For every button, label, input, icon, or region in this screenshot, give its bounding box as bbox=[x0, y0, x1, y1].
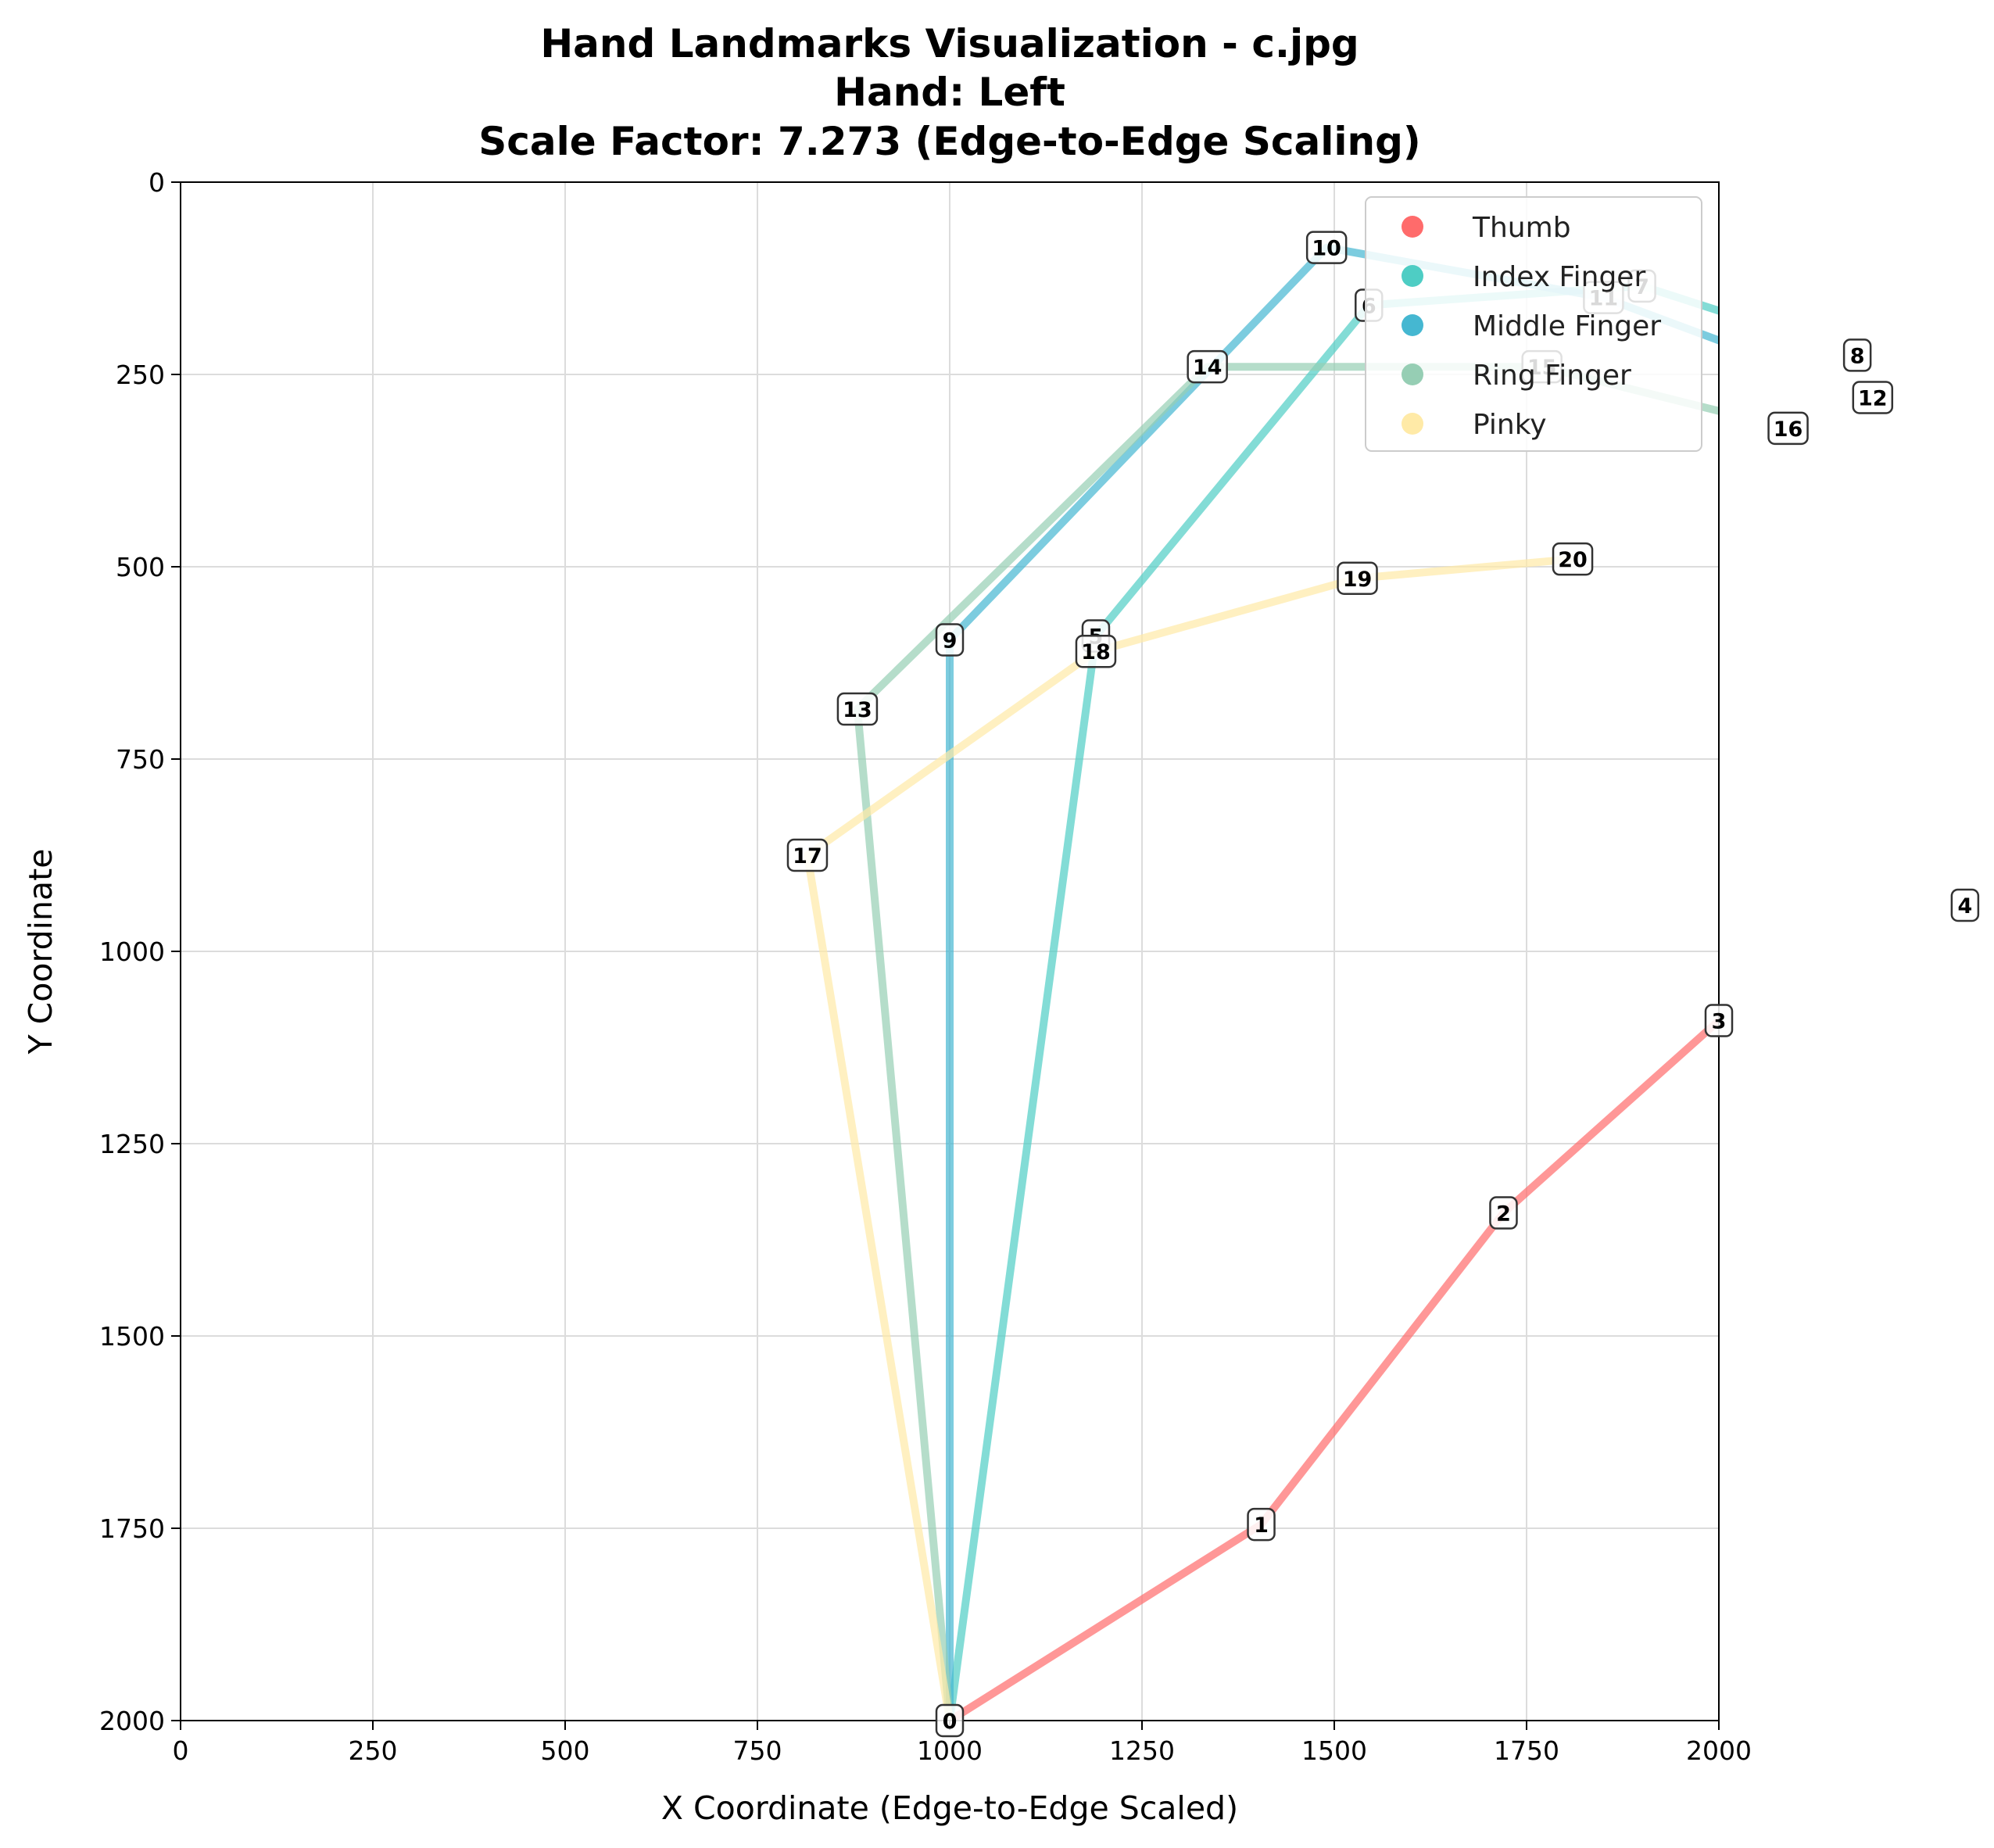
landmark-label-box bbox=[1767, 411, 1809, 446]
x-tick-label: 1000 bbox=[917, 1735, 983, 1766]
legend-item: Ring Finger bbox=[1402, 360, 1631, 392]
y-tick-label: 2000 bbox=[99, 1706, 165, 1736]
y-tick-label: 0 bbox=[149, 167, 165, 198]
legend-marker bbox=[1402, 364, 1423, 385]
x-tick-label: 2000 bbox=[1686, 1735, 1752, 1766]
chart-title-line-2: Hand: Left bbox=[834, 70, 1065, 115]
landmark-label-text: 0 bbox=[943, 1710, 958, 1734]
landmark-label-text: 3 bbox=[1712, 1010, 1727, 1034]
legend-item: Middle Finger bbox=[1402, 310, 1661, 342]
legend-item: Thumb bbox=[1402, 212, 1571, 244]
landmark-label-text: 12 bbox=[1858, 387, 1888, 411]
y-tick-label: 500 bbox=[116, 552, 165, 582]
legend-frame bbox=[1365, 196, 1702, 452]
landmark-label: 9 bbox=[935, 623, 965, 657]
landmark-label-text: 19 bbox=[1343, 568, 1373, 592]
landmark-label: 16 bbox=[1767, 411, 1809, 446]
legend-marker bbox=[1402, 265, 1423, 287]
landmark-label-text: 9 bbox=[943, 629, 958, 653]
landmark-label-box bbox=[1247, 1507, 1276, 1542]
x-axis-label: X Coordinate (Edge-to-Edge Scaled) bbox=[661, 1789, 1238, 1827]
landmark-label-box bbox=[1305, 231, 1348, 264]
landmark-label: 17 bbox=[786, 838, 829, 872]
landmark-label-box bbox=[935, 623, 965, 657]
landmark-label: 1 bbox=[1247, 1507, 1276, 1542]
y-axis-label: Y Coordinate bbox=[22, 849, 59, 1055]
landmark-label-text: 18 bbox=[1081, 640, 1111, 664]
landmark-label-box bbox=[786, 838, 829, 872]
x-tick-label: 250 bbox=[349, 1735, 398, 1766]
landmark-label: 19 bbox=[1337, 561, 1378, 596]
legend-marker bbox=[1402, 413, 1423, 435]
landmark-label-text: 16 bbox=[1774, 417, 1803, 442]
legend-label: Middle Finger bbox=[1473, 310, 1661, 342]
legend-item: Pinky bbox=[1402, 409, 1547, 441]
legend-label: Index Finger bbox=[1473, 261, 1645, 293]
y-tick-label: 1750 bbox=[99, 1513, 165, 1544]
landmark-label-text: 17 bbox=[793, 844, 822, 868]
landmark-label-text: 8 bbox=[1850, 344, 1865, 368]
landmark-label: 10 bbox=[1305, 231, 1348, 264]
landmark-label: 0 bbox=[935, 1703, 965, 1738]
landmark-label: 8 bbox=[1842, 338, 1872, 372]
landmark-label-box bbox=[1852, 381, 1894, 414]
landmark-label: 12 bbox=[1852, 381, 1894, 414]
landmark-label: 3 bbox=[1704, 1004, 1734, 1037]
landmark-label-box bbox=[1337, 561, 1378, 596]
landmark-label-text: 10 bbox=[1312, 237, 1341, 261]
landmark-label-box bbox=[836, 692, 879, 726]
landmark-label-box bbox=[1950, 888, 1980, 922]
landmark-label: 14 bbox=[1187, 349, 1228, 384]
landmark-label-box bbox=[935, 1703, 965, 1738]
landmark-label-text: 1 bbox=[1254, 1513, 1269, 1538]
landmark-label: 20 bbox=[1552, 542, 1594, 576]
landmark-label-text: 20 bbox=[1558, 548, 1588, 572]
legend-label: Ring Finger bbox=[1473, 360, 1631, 392]
x-tick-label: 500 bbox=[541, 1735, 590, 1766]
legend-item: Index Finger bbox=[1402, 261, 1645, 293]
landmark-label: 2 bbox=[1489, 1196, 1518, 1230]
landmark-label: 18 bbox=[1075, 634, 1117, 668]
y-tick-label: 1500 bbox=[99, 1321, 165, 1352]
landmark-label-box bbox=[1489, 1196, 1518, 1230]
legend-marker bbox=[1402, 314, 1423, 336]
legend: Thumb Index Finger Middle Finger Ring Finge… bbox=[1365, 196, 1702, 452]
landmark-label-box bbox=[1704, 1004, 1734, 1037]
landmark-label-box bbox=[1187, 349, 1228, 384]
x-tick-label: 1500 bbox=[1301, 1735, 1367, 1766]
x-tick-label: 0 bbox=[173, 1735, 189, 1766]
chart-title-line-1: Hand Landmarks Visualization - c.jpg bbox=[540, 21, 1359, 66]
landmark-label-text: 4 bbox=[1957, 894, 1972, 919]
y-tick-label: 1000 bbox=[99, 937, 165, 967]
x-tick-label: 750 bbox=[733, 1735, 782, 1766]
x-tick-label: 1750 bbox=[1494, 1735, 1559, 1766]
landmark-label-box bbox=[1552, 542, 1594, 576]
legend-label: Thumb bbox=[1472, 212, 1571, 244]
legend-marker bbox=[1402, 216, 1423, 238]
landmark-label-text: 2 bbox=[1496, 1202, 1511, 1227]
landmark-label-box bbox=[1075, 634, 1117, 668]
y-tick-label: 1250 bbox=[99, 1129, 165, 1159]
landmark-label: 4 bbox=[1950, 888, 1980, 922]
y-tick-label: 250 bbox=[116, 360, 165, 390]
y-tick-label: 750 bbox=[116, 744, 165, 775]
chart-title-line-3: Scale Factor: 7.273 (Edge-to-Edge Scalin… bbox=[478, 119, 1421, 164]
landmark-label: 13 bbox=[836, 692, 879, 726]
legend-label: Pinky bbox=[1473, 409, 1547, 441]
landmark-label-text: 14 bbox=[1193, 356, 1223, 380]
landmark-label-box bbox=[1842, 338, 1872, 372]
axis-ticks: 0 250 500 750 1000 1250 1500 1750 2000 0 250 500 750… bbox=[99, 167, 1752, 1766]
landmark-label-text: 13 bbox=[843, 698, 872, 722]
x-tick-label: 1250 bbox=[1109, 1735, 1175, 1766]
